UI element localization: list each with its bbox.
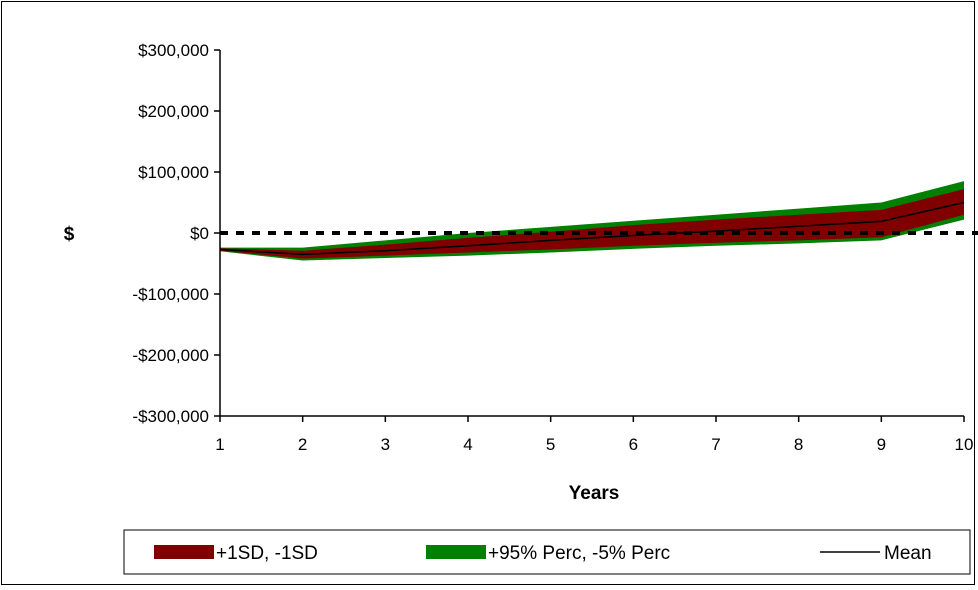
y-tick-label: -$300,000 xyxy=(132,407,209,426)
y-tick-label: -$200,000 xyxy=(132,346,209,365)
legend-swatch xyxy=(426,545,486,559)
y-tick-label: $200,000 xyxy=(138,102,209,121)
legend-label: +1SD, -1SD xyxy=(216,543,318,564)
x-tick-label: 4 xyxy=(463,435,472,454)
y-axis-label: $ xyxy=(64,224,75,245)
axes: $300,000 $200,000 $100,000 $0 -$100,000 -$200… xyxy=(132,41,973,454)
legend-label: Mean xyxy=(884,543,932,564)
legend-label: +95% Perc, -5% Perc xyxy=(488,543,670,564)
plot-area xyxy=(219,181,978,261)
x-tick-label: 1 xyxy=(215,435,224,454)
x-tick-label: 7 xyxy=(711,435,720,454)
legend-item-percentile: +95% Perc, -5% Perc xyxy=(426,543,670,564)
x-tick-label: 8 xyxy=(794,435,803,454)
legend-swatch xyxy=(154,545,214,559)
y-tick-label: $300,000 xyxy=(138,41,209,60)
x-tick-label: 9 xyxy=(877,435,886,454)
legend: +1SD, -1SD +95% Perc, -5% Perc Mean xyxy=(123,529,971,575)
mean-line xyxy=(219,201,965,256)
x-axis-label: Years xyxy=(569,483,620,504)
x-tick-label: 3 xyxy=(381,435,390,454)
x-tick-label: 2 xyxy=(298,435,307,454)
x-tick-label: 6 xyxy=(629,435,638,454)
x-tick-label: 10 xyxy=(955,435,974,454)
legend-item-mean: Mean xyxy=(820,543,932,564)
y-tick-label: -$100,000 xyxy=(132,285,209,304)
y-tick-label: $0 xyxy=(190,224,209,243)
sd-band xyxy=(220,189,964,259)
y-tick-label: $100,000 xyxy=(138,163,209,182)
legend-item-sd: +1SD, -1SD xyxy=(154,543,318,564)
x-tick-label: 5 xyxy=(546,435,555,454)
